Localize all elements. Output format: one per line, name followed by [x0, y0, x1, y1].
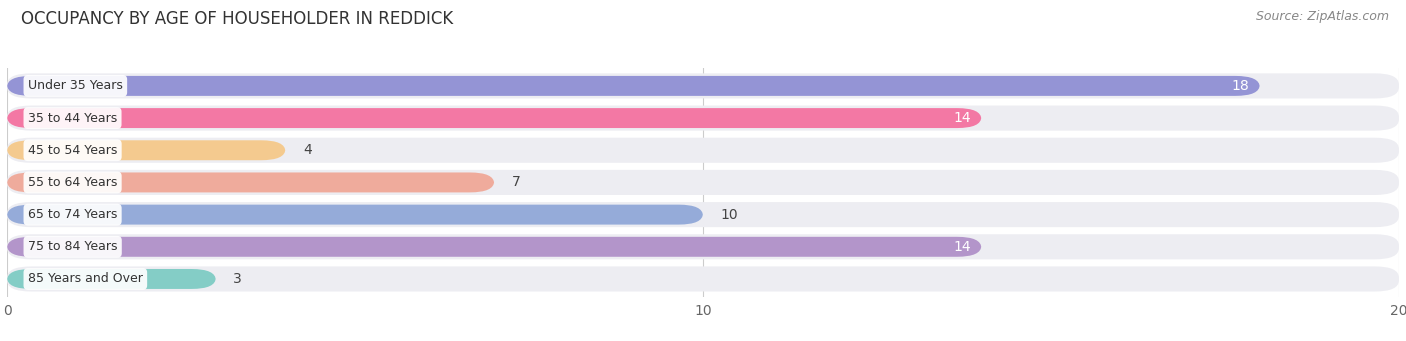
FancyBboxPatch shape: [7, 76, 1260, 96]
FancyBboxPatch shape: [7, 266, 1399, 292]
Text: 14: 14: [953, 111, 972, 125]
FancyBboxPatch shape: [7, 205, 703, 225]
FancyBboxPatch shape: [7, 138, 1399, 163]
Text: 65 to 74 Years: 65 to 74 Years: [28, 208, 117, 221]
FancyBboxPatch shape: [7, 202, 1399, 227]
Text: 75 to 84 Years: 75 to 84 Years: [28, 240, 118, 253]
FancyBboxPatch shape: [7, 73, 1399, 99]
FancyBboxPatch shape: [7, 269, 217, 289]
FancyBboxPatch shape: [7, 140, 285, 160]
FancyBboxPatch shape: [7, 105, 1399, 131]
Text: 7: 7: [512, 175, 520, 190]
Text: 85 Years and Over: 85 Years and Over: [28, 272, 143, 285]
Text: 18: 18: [1232, 79, 1250, 93]
FancyBboxPatch shape: [7, 170, 1399, 195]
Text: OCCUPANCY BY AGE OF HOUSEHOLDER IN REDDICK: OCCUPANCY BY AGE OF HOUSEHOLDER IN REDDI…: [21, 10, 453, 28]
Text: Under 35 Years: Under 35 Years: [28, 79, 122, 92]
FancyBboxPatch shape: [7, 108, 981, 128]
Text: 14: 14: [953, 240, 972, 254]
Text: 35 to 44 Years: 35 to 44 Years: [28, 112, 117, 124]
Text: 3: 3: [233, 272, 242, 286]
Text: Source: ZipAtlas.com: Source: ZipAtlas.com: [1256, 10, 1389, 23]
Text: 10: 10: [720, 208, 738, 222]
FancyBboxPatch shape: [7, 237, 981, 257]
Text: 55 to 64 Years: 55 to 64 Years: [28, 176, 117, 189]
Text: 45 to 54 Years: 45 to 54 Years: [28, 144, 117, 157]
FancyBboxPatch shape: [7, 234, 1399, 260]
Text: 4: 4: [302, 143, 312, 157]
FancyBboxPatch shape: [7, 173, 495, 192]
